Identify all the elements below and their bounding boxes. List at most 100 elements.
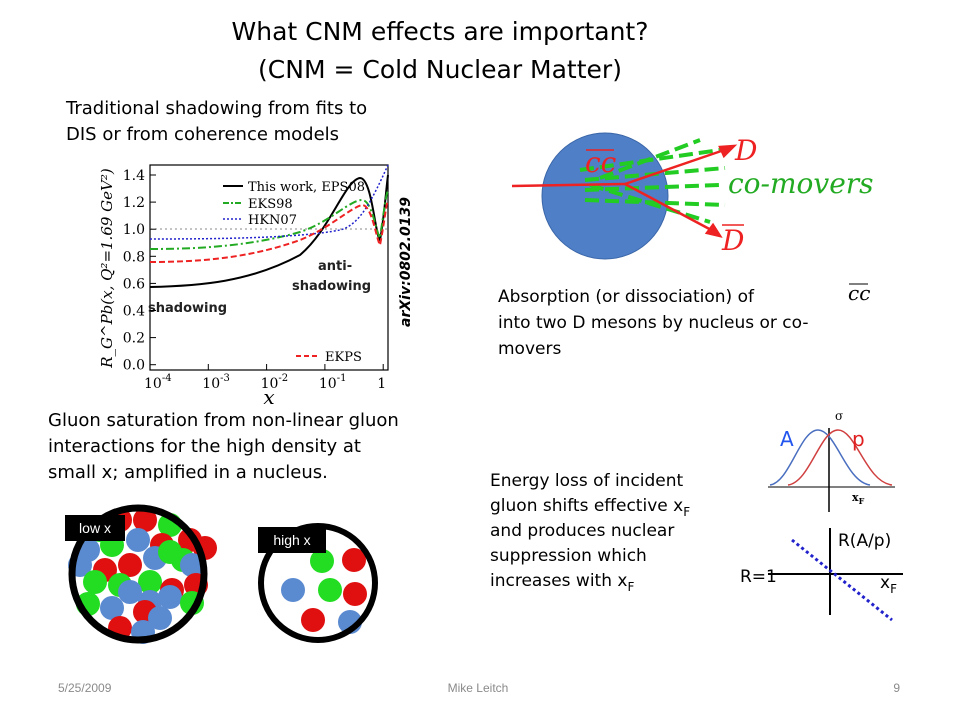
legend-entry: EKPS: [325, 350, 362, 365]
tick-base: 10: [319, 376, 337, 392]
curve-p: [787, 429, 893, 486]
tick-exponent: -1: [337, 373, 347, 384]
shadowing-plot: This work, EPS08 EKS98 HKN07 EKPS shadow…: [98, 164, 414, 409]
text-line: Traditional shadowing from fits to: [65, 98, 367, 119]
x-tick-label: 10-3: [202, 373, 230, 392]
footer-author: Mike Leitch: [448, 681, 509, 695]
gluon: [100, 596, 124, 620]
annotation: anti-: [318, 259, 352, 274]
text-line: interactions for the high density at: [48, 436, 361, 457]
low-x-nucleus: [68, 508, 217, 644]
text: gluon shifts effective x: [490, 496, 683, 516]
tick-exponent: -2: [278, 373, 288, 384]
gluon: [148, 606, 172, 630]
tick-base: 10: [261, 376, 279, 392]
x-axis-label: x: [263, 385, 274, 409]
xf: xF: [852, 491, 865, 506]
x-tick-label: 10-1: [319, 373, 347, 392]
label-a: A: [780, 427, 794, 451]
y-tick-label: 1.4: [123, 168, 145, 184]
gluon: [158, 585, 182, 609]
sigma-sketch: σ A p xF: [768, 409, 895, 512]
y-tick-label: 0.0: [123, 358, 145, 374]
subscript: F: [683, 505, 690, 519]
text-line: suppression which: [490, 546, 647, 566]
tick-base: 10: [144, 376, 162, 392]
label-box: [258, 527, 326, 553]
legend-entry: HKN07: [248, 213, 297, 228]
y-tick-label: 1.0: [123, 222, 145, 238]
tick-base: 1: [377, 376, 386, 392]
text: increases with x: [490, 571, 627, 591]
y-tick-label: 0.6: [123, 276, 145, 292]
gluon: [281, 578, 305, 602]
text-line: gluon shifts effective xF: [490, 496, 690, 519]
x-tick-label: 1: [377, 376, 386, 392]
nucleus: [541, 132, 669, 260]
comovers-label: co-movers: [728, 167, 874, 200]
subscript: F: [859, 496, 865, 506]
gluon: [118, 580, 142, 604]
unity-label: R=1: [740, 567, 777, 587]
xf-label: xF: [880, 573, 897, 596]
gluon: [126, 528, 150, 552]
y-tick-label: 0.2: [123, 331, 145, 347]
y-tick-label: 0.4: [123, 304, 145, 320]
tick-exponent: -4: [162, 373, 172, 384]
text-line: movers: [498, 339, 561, 359]
annotation: shadowing: [292, 279, 371, 294]
text-line: Gluon saturation from non-linear gluon: [48, 410, 399, 431]
title: What CNM effects are important?: [232, 17, 649, 46]
gluon: [138, 570, 162, 594]
gluon: [133, 508, 157, 532]
label: high x: [273, 532, 310, 548]
high-x-nucleus: [281, 548, 367, 634]
ratio-label: R(A/p): [838, 531, 891, 551]
text-line: Energy loss of incident: [490, 471, 684, 491]
text-line: Absorption (or dissociation) of: [498, 287, 755, 307]
ratio-sketch: R(A/p) R=1 xF: [740, 528, 903, 622]
gluon: [343, 582, 367, 606]
text: x: [880, 573, 890, 593]
sigma: σ: [835, 409, 843, 423]
subtitle: (CNM = Cold Nuclear Matter): [258, 55, 622, 84]
curve-ekps: [149, 199, 389, 263]
text-line: DIS or from coherence models: [66, 124, 339, 145]
plot-frame: [149, 164, 389, 371]
annotation: shadowing: [148, 301, 227, 316]
x-tick-label: 10-2: [261, 373, 289, 392]
text-line: increases with xF: [490, 571, 634, 594]
text-line: small x; amplified in a nucleus.: [48, 462, 328, 483]
meson-label: D: [734, 134, 757, 167]
legend-entry: EKS98: [248, 197, 293, 212]
tick-exponent: -3: [220, 373, 230, 384]
label-p: p: [852, 427, 865, 451]
pair-inline: cc: [848, 281, 870, 305]
text-line: and produces nuclear: [490, 521, 674, 541]
gluon: [180, 553, 204, 577]
tick-base: 10: [202, 376, 220, 392]
nucleus-outline: [68, 504, 208, 644]
footer-page: 9: [893, 681, 900, 695]
nucleus-outline: [258, 523, 378, 643]
gluon: [118, 553, 142, 577]
gluon: [301, 608, 325, 632]
y-tick-label: 0.8: [123, 249, 145, 265]
x-tick-label: 10-4: [144, 373, 172, 392]
y-axis-label: R_G^Pb(x, Q²=1.69 GeV²): [98, 168, 116, 369]
footer-date: 5/25/2009: [58, 681, 112, 695]
gluon: [158, 540, 182, 564]
label: low x: [79, 520, 111, 536]
antimeson-label: D: [721, 224, 744, 257]
gluon: [83, 570, 107, 594]
subscript: F: [627, 580, 634, 594]
y-tick-label: 1.2: [123, 195, 145, 211]
label-box: [65, 515, 125, 541]
reference: arXiv:0802.0139: [398, 197, 414, 327]
curve-hkn07: [149, 164, 389, 240]
legend-entry: This work, EPS08: [248, 180, 365, 195]
gluon: [310, 549, 334, 573]
curve-a: [769, 429, 871, 486]
